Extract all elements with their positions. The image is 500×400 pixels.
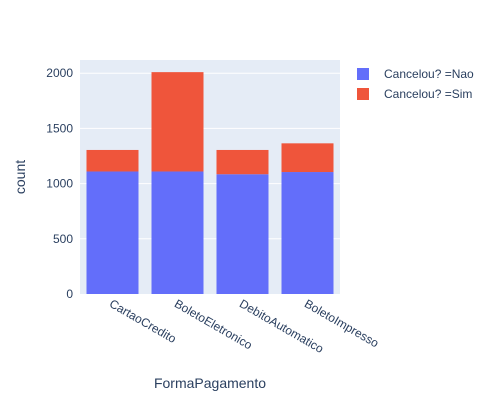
legend-swatch[interactable]: [357, 88, 369, 100]
y-tick-label: 2000: [46, 66, 73, 80]
x-tick-label: CartaoCredito: [107, 296, 179, 346]
legend-label[interactable]: Cancelou? =Sim: [384, 87, 472, 101]
bar-cancelou-sim-boletoeletronico[interactable]: [151, 72, 204, 172]
y-tick-label: 0: [66, 287, 73, 301]
y-tick-label: 1000: [46, 177, 73, 191]
bars: [86, 72, 334, 294]
legend[interactable]: Cancelou? =Nao Cancelou? =Sim: [357, 67, 474, 101]
y-tick-labels: 0 500 1000 1500 2000: [46, 66, 73, 301]
bar-cancelou-sim-debitoautomatico[interactable]: [216, 149, 269, 175]
bar-cancelou-sim-cartaocredito[interactable]: [86, 149, 139, 172]
bar-cancelou-nao-cartaocredito[interactable]: [86, 171, 139, 294]
bar-cancelou-nao-debitoautomatico[interactable]: [216, 174, 269, 294]
x-axis-title: FormaPagamento: [154, 375, 266, 391]
x-tick-labels: CartaoCreditoBoletoEletronicoDebitoAutom…: [107, 296, 381, 356]
y-tick-label: 1500: [46, 121, 73, 135]
y-axis-title: count: [12, 160, 28, 194]
bar-cancelou-nao-boletoimpresso[interactable]: [281, 172, 334, 294]
y-tick-label: 500: [53, 232, 73, 246]
legend-label[interactable]: Cancelou? =Nao: [384, 67, 474, 81]
bar-cancelou-sim-boletoimpresso[interactable]: [281, 143, 334, 173]
legend-swatch[interactable]: [357, 68, 369, 80]
bar-cancelou-nao-boletoeletronico[interactable]: [151, 171, 204, 294]
